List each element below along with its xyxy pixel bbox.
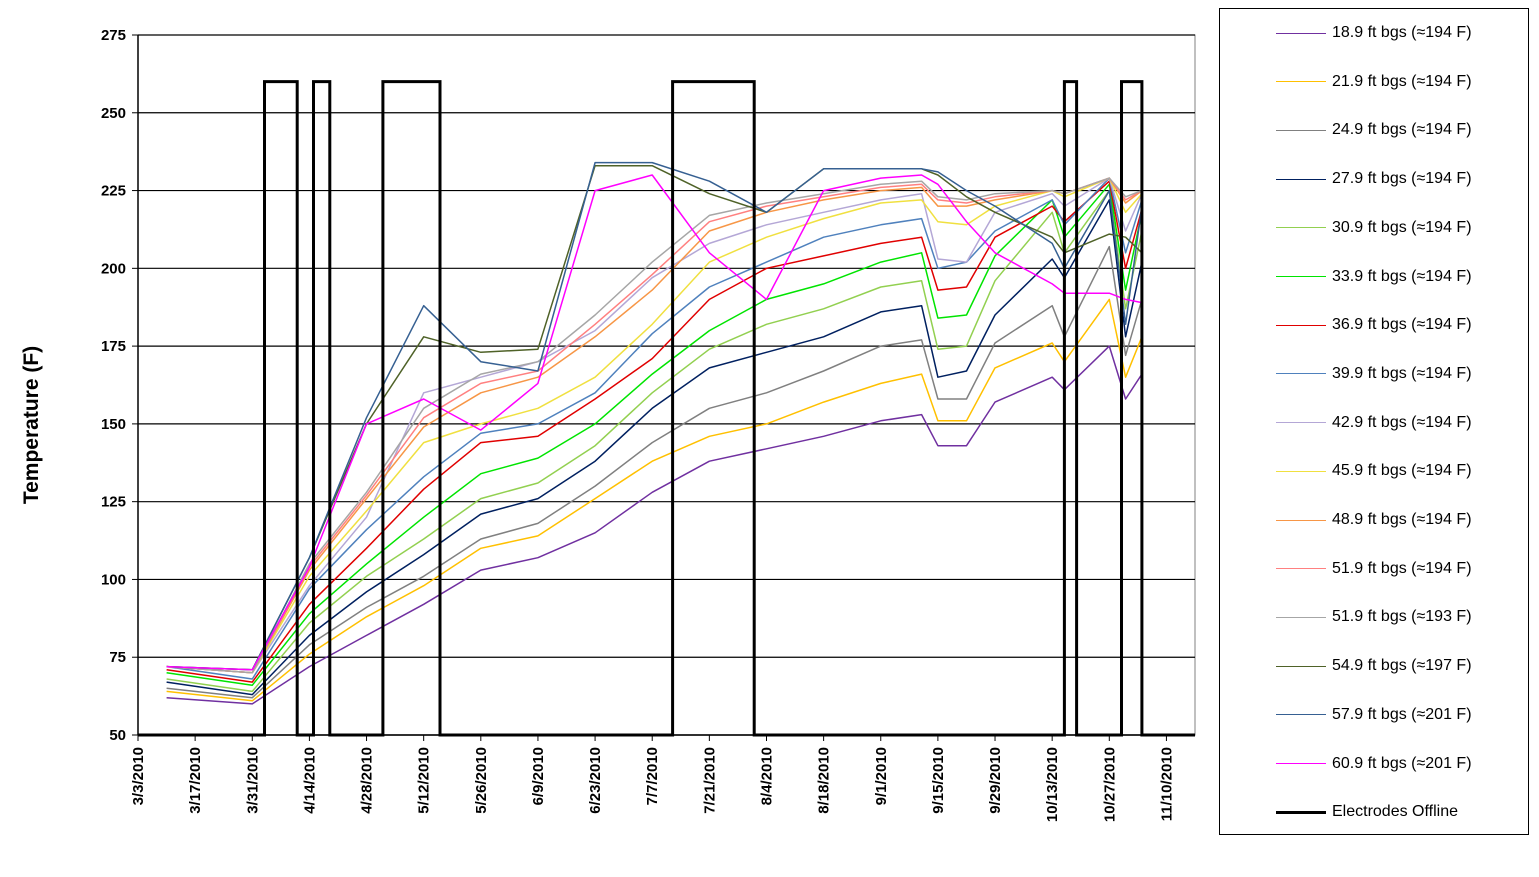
- legend-label: 27.9 ft bgs (≈194 F): [1332, 170, 1472, 188]
- legend-label: 30.9 ft bgs (≈194 F): [1332, 218, 1472, 236]
- legend-label: 54.9 ft bgs (≈197 F): [1332, 657, 1472, 675]
- legend-item: 33.9 ft bgs (≈194 F): [1220, 267, 1472, 287]
- legend-item: Electrodes Offline: [1220, 802, 1458, 822]
- legend-label: 33.9 ft bgs (≈194 F): [1332, 267, 1472, 285]
- chart-legend: 18.9 ft bgs (≈194 F) 21.9 ft bgs (≈194 F)…: [1219, 8, 1529, 835]
- series-line-2: [166, 245, 1143, 699]
- legend-item: 51.9 ft bgs (≈193 F): [1220, 607, 1472, 627]
- x-tick-label: 9/15/2010: [930, 747, 947, 814]
- legend-item: 27.9 ft bgs (≈194 F): [1220, 169, 1472, 189]
- y-tick-label: 175: [101, 338, 126, 355]
- legend-item: 54.9 ft bgs (≈197 F): [1220, 656, 1472, 676]
- legend-swatch: [1276, 373, 1326, 375]
- series-line-9: [166, 177, 1143, 674]
- series-line-7: [166, 177, 1143, 680]
- x-tick-label: 9/29/2010: [987, 747, 1004, 814]
- series-line-3: [166, 199, 1143, 696]
- series-line-1: [166, 298, 1143, 702]
- legend-label: 45.9 ft bgs (≈194 F): [1332, 462, 1472, 480]
- legend-item: 18.9 ft bgs (≈194 F): [1220, 23, 1472, 43]
- legend-swatch: [1276, 129, 1326, 131]
- legend-label: Electrodes Offline: [1332, 803, 1458, 821]
- legend-item: 39.9 ft bgs (≈194 F): [1220, 364, 1472, 384]
- legend-label: 57.9 ft bgs (≈201 F): [1332, 705, 1472, 723]
- x-tick-label: 5/12/2010: [416, 747, 433, 814]
- x-tick-label: 6/23/2010: [587, 747, 604, 814]
- legend-label: 60.9 ft bgs (≈201 F): [1332, 754, 1472, 772]
- series-line-12: [166, 177, 1143, 674]
- x-tick-label: 3/3/2010: [130, 747, 147, 805]
- legend-label: 51.9 ft bgs (≈194 F): [1332, 559, 1472, 577]
- legend-swatch: [1276, 422, 1326, 424]
- temperature-chart: 50 75 100 125 150 175 200 225 250 275 3/3/2010 3/1…: [20, 27, 1196, 822]
- y-tick-label: 275: [101, 27, 126, 44]
- x-tick-labels: 3/3/2010 3/17/2010 3/31/2010 4/14/2010 4/28/…: [130, 747, 1175, 822]
- legend-swatch: [1276, 568, 1326, 570]
- x-tick-label: 5/26/2010: [473, 747, 490, 814]
- series-line-15: [166, 174, 1143, 671]
- legend-item: 48.9 ft bgs (≈194 F): [1220, 510, 1472, 530]
- x-tick-label: 4/14/2010: [301, 747, 318, 814]
- legend-swatch: [1276, 276, 1326, 277]
- y-tick-label: 125: [101, 494, 126, 511]
- legend-label: 21.9 ft bgs (≈194 F): [1332, 72, 1472, 90]
- series-line-4: [166, 189, 1143, 693]
- legend-item: 21.9 ft bgs (≈194 F): [1220, 72, 1472, 92]
- y-tick-label: 250: [101, 105, 126, 122]
- legend-swatch: [1276, 616, 1326, 618]
- legend-item: 36.9 ft bgs (≈194 F): [1220, 315, 1472, 335]
- legend-swatch: [1276, 32, 1326, 34]
- legend-item: 30.9 ft bgs (≈194 F): [1220, 218, 1472, 238]
- legend-label: 36.9 ft bgs (≈194 F): [1332, 316, 1472, 334]
- x-tick-label: 10/13/2010: [1044, 747, 1061, 822]
- x-tick-label: 3/17/2010: [187, 747, 204, 814]
- x-tick-label: 7/21/2010: [701, 747, 718, 814]
- x-tick-label: 7/7/2010: [644, 747, 661, 805]
- axes: [132, 34, 1195, 741]
- legend-label: 18.9 ft bgs (≈194 F): [1332, 24, 1472, 41]
- legend-label: 42.9 ft bgs (≈194 F): [1332, 413, 1472, 431]
- x-tick-label: 6/9/2010: [530, 747, 547, 805]
- legend-swatch: [1276, 227, 1326, 229]
- y-tick-label: 75: [109, 649, 126, 666]
- legend-item: 45.9 ft bgs (≈194 F): [1220, 461, 1472, 481]
- legend-swatch: [1276, 470, 1326, 472]
- series-line-5: [166, 183, 1143, 686]
- legend-swatch: [1276, 81, 1326, 83]
- x-tick-label: 3/31/2010: [244, 747, 261, 814]
- y-tick-label: 100: [101, 571, 126, 588]
- legend-item: 57.9 ft bgs (≈201 F): [1220, 705, 1472, 725]
- legend-swatch: [1276, 665, 1326, 667]
- y-tick-label: 50: [109, 727, 126, 744]
- series-line-14: [166, 161, 1143, 671]
- x-tick-label: 8/4/2010: [758, 747, 775, 805]
- x-tick-label: 9/1/2010: [873, 747, 890, 805]
- x-tick-label: 11/10/2010: [1158, 747, 1175, 821]
- x-tick-label: 4/28/2010: [359, 747, 376, 814]
- y-tick-label: 150: [101, 416, 126, 433]
- legend-item: 60.9 ft bgs (≈201 F): [1220, 754, 1472, 774]
- legend-swatch: [1276, 178, 1326, 180]
- series-line-8: [166, 177, 1143, 674]
- legend-swatch: [1276, 519, 1326, 521]
- legend-swatch: [1276, 763, 1326, 764]
- legend-swatch: [1276, 324, 1326, 326]
- y-tick-label: 200: [101, 260, 126, 277]
- legend-item: 24.9 ft bgs (≈194 F): [1220, 120, 1472, 140]
- legend-label: 51.9 ft bgs (≈193 F): [1332, 608, 1472, 626]
- legend-label: 24.9 ft bgs (≈194 F): [1332, 121, 1472, 139]
- legend-item: 42.9 ft bgs (≈194 F): [1220, 413, 1472, 433]
- x-tick-label: 8/18/2010: [816, 747, 833, 814]
- legend-item: 51.9 ft bgs (≈194 F): [1220, 559, 1472, 579]
- series-lines: [166, 161, 1143, 705]
- y-tick-label: 225: [101, 183, 126, 200]
- legend-label: 48.9 ft bgs (≈194 F): [1332, 511, 1472, 528]
- y-tick-labels: 50 75 100 125 150 175 200 225 250 275: [101, 27, 126, 744]
- legend-swatch: [1276, 810, 1326, 814]
- legend-swatch: [1276, 714, 1326, 716]
- y-axis-label: Temperature (F): [20, 346, 43, 504]
- x-tick-label: 10/27/2010: [1101, 747, 1118, 822]
- series-line-0: [166, 345, 1143, 705]
- legend-label: 39.9 ft bgs (≈194 F): [1332, 364, 1472, 382]
